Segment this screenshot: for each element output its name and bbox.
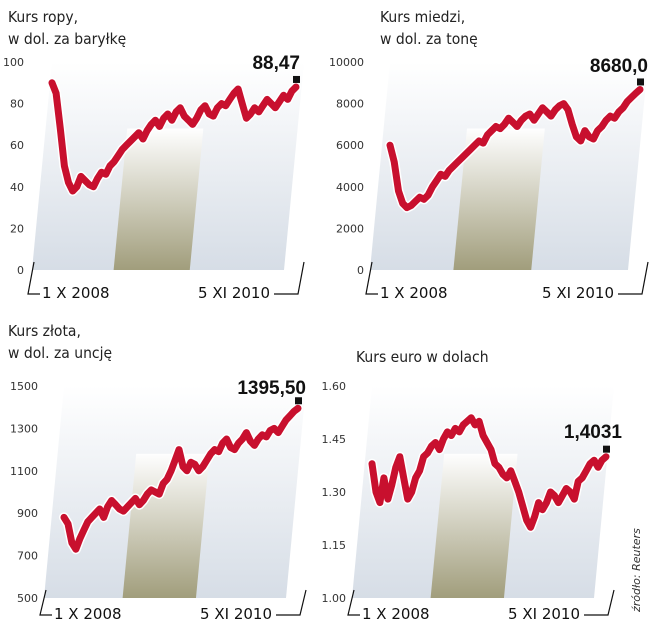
- y-tick-label: 4000: [336, 181, 364, 194]
- y-tick-label: 0: [357, 264, 364, 277]
- series-line: [386, 86, 644, 212]
- y-tick-label: 40: [10, 181, 24, 194]
- x-label-start: 1 X 2008: [54, 605, 122, 623]
- x-label-start: 1 X 2008: [380, 284, 448, 302]
- y-tick-label: 8000: [336, 98, 364, 111]
- x-label-end: 5 XI 2010: [508, 605, 580, 623]
- y-tick-label: 100: [3, 56, 24, 69]
- axis-bracket-right: [584, 589, 615, 616]
- y-tick-label: 1.60: [322, 380, 347, 393]
- end-marker: [295, 397, 302, 405]
- last-value-label: 8680,0: [590, 56, 648, 77]
- x-label-end: 5 XI 2010: [542, 284, 614, 302]
- x-label-end: 5 XI 2010: [200, 605, 272, 623]
- last-value-label: 88,47: [252, 53, 300, 74]
- y-tick-label: 1.15: [322, 539, 347, 552]
- y-tick-label: 2000: [336, 222, 364, 235]
- y-tick-label: 1500: [10, 380, 38, 393]
- y-tick-label: 60: [10, 139, 24, 152]
- end-marker: [603, 445, 610, 453]
- end-marker: [637, 78, 644, 86]
- axis-bracket-right: [276, 589, 307, 616]
- x-label-end: 5 XI 2010: [198, 284, 270, 302]
- axis-bracket-left: [27, 261, 40, 295]
- chart-panel-1: Kurs ropy, w dol. za baryłkę 100 80 60 40 20 0 8…: [3, 8, 305, 302]
- y-tick-label: 900: [17, 507, 38, 520]
- axis-bracket-right: [274, 261, 305, 295]
- axis-bracket-left: [39, 589, 52, 616]
- y-tick-label: 1300: [10, 422, 38, 435]
- period-band: [453, 128, 545, 270]
- axis-bracket-right: [618, 261, 649, 295]
- chart-title-line: w dol. za uncję: [8, 344, 112, 362]
- y-tick-label: 1.00: [322, 592, 347, 605]
- axis-bracket-left: [347, 589, 360, 616]
- last-value-label: 1395,50: [237, 378, 306, 399]
- axis-bracket-left: [365, 261, 378, 295]
- period-band: [122, 453, 210, 598]
- x-label-start: 1 X 2008: [42, 284, 110, 302]
- y-tick-label: 700: [17, 550, 38, 563]
- y-tick-label: 20: [10, 222, 24, 235]
- x-label-start: 1 X 2008: [362, 605, 430, 623]
- period-band: [430, 453, 518, 598]
- y-tick-label: 80: [10, 98, 24, 111]
- last-value-label: 1,4031: [564, 422, 623, 443]
- chart-title-line: Kurs złota,: [8, 322, 81, 340]
- chart-title-line: w dol. za baryłkę: [8, 30, 126, 48]
- y-tick-label: 10000: [329, 56, 364, 69]
- chart-title-line: Kurs euro w dolach: [356, 348, 489, 366]
- chart-title-line: Kurs ropy,: [8, 8, 78, 26]
- y-tick-label: 500: [17, 592, 38, 605]
- chart-title-line: w dol. za tonę: [380, 30, 478, 48]
- series-line: [60, 404, 302, 553]
- series-line: [368, 414, 610, 531]
- source-note: źródło: Reuters: [630, 528, 643, 613]
- chart-panel-2: Kurs miedzi, w dol. za tonę 10000 8000 6000 4…: [329, 8, 649, 302]
- period-band: [113, 128, 204, 270]
- y-tick-label: 1.45: [322, 433, 347, 446]
- chart-title-line: Kurs miedzi,: [380, 8, 465, 26]
- end-marker: [293, 75, 300, 83]
- y-tick-label: 0: [17, 264, 24, 277]
- y-tick-label: 6000: [336, 139, 364, 152]
- series-line: [48, 79, 300, 195]
- chart-panel-3: Kurs złota, w dol. za uncję 1500 1300 1100 90…: [8, 322, 307, 623]
- y-tick-label: 1.30: [322, 486, 347, 499]
- y-tick-label: 1100: [10, 465, 38, 478]
- chart-panel-4: Kurs euro w dolach 1.60 1.45 1.30 1.15 1.00 1,…: [322, 348, 623, 623]
